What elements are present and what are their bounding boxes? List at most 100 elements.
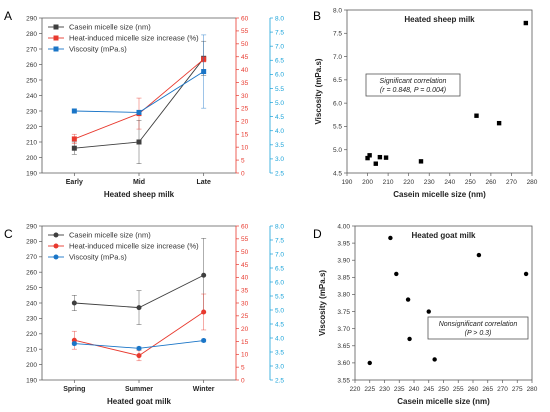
data-point bbox=[201, 272, 207, 278]
y1-tick-label: 190 bbox=[26, 170, 37, 177]
y-tick-label: 8.0 bbox=[333, 7, 342, 14]
y2-tick-label: 60 bbox=[241, 223, 249, 230]
x-tick-label: 210 bbox=[383, 179, 394, 186]
data-point bbox=[367, 360, 372, 366]
y2-tick-label: 30 bbox=[241, 300, 249, 307]
x-tick-label: 240 bbox=[444, 179, 455, 186]
legend-swatch-marker bbox=[53, 232, 59, 238]
y3-tick-label: 4.5 bbox=[275, 114, 284, 121]
y3-tick-label: 7.0 bbox=[275, 251, 284, 258]
data-point bbox=[71, 300, 77, 306]
x-tick-label: 275 bbox=[512, 386, 523, 393]
y3-tick-label: 3.5 bbox=[275, 349, 284, 356]
y1-tick-label: 220 bbox=[26, 331, 37, 338]
legend-label: Casein micelle size (nm) bbox=[69, 231, 151, 240]
y3-tick-label: 4.5 bbox=[275, 321, 284, 328]
plot-frame bbox=[346, 9, 533, 174]
y1-tick-label: 270 bbox=[26, 254, 37, 261]
y-tick-label: 3.60 bbox=[337, 360, 350, 367]
y2-tick-label: 20 bbox=[241, 326, 249, 333]
y3-tick-label: 3.5 bbox=[275, 142, 284, 149]
data-point bbox=[136, 353, 142, 359]
legend-label: Viscosity (mPa.s) bbox=[69, 253, 127, 262]
x-tick-label: 250 bbox=[465, 179, 476, 186]
y1-tick-label: 200 bbox=[26, 362, 37, 369]
data-point bbox=[201, 338, 207, 344]
x-tick-label: Spring bbox=[63, 386, 85, 393]
y1-tick-label: 240 bbox=[26, 300, 37, 307]
y2-tick-label: 35 bbox=[241, 287, 249, 294]
x-tick-label: 230 bbox=[379, 386, 390, 393]
y1-tick-label: 250 bbox=[26, 285, 37, 292]
data-point bbox=[201, 69, 207, 75]
annotation-text: (r = 0.848, P = 0.004) bbox=[380, 87, 446, 94]
y3-tick-label: 4.0 bbox=[275, 335, 284, 342]
panel-A: A 190 200 210 220 230 240 250 260 270 280 290 0 5 10 15… bbox=[4, 9, 284, 199]
y1-tick-label: 290 bbox=[26, 15, 37, 22]
y3-tick-label: 6.0 bbox=[275, 72, 284, 79]
y2-tick-label: 10 bbox=[241, 144, 249, 151]
data-point bbox=[394, 271, 399, 277]
x-tick-label: 250 bbox=[438, 386, 449, 393]
data-point bbox=[474, 113, 479, 118]
y1-tick-label: 210 bbox=[26, 139, 37, 146]
y3-tick-label: 6.5 bbox=[275, 58, 284, 65]
data-point bbox=[136, 139, 142, 145]
panel-letter: D bbox=[313, 227, 322, 241]
y3-tick-label: 5.0 bbox=[275, 100, 284, 107]
data-point bbox=[136, 305, 142, 311]
data-point bbox=[136, 109, 142, 115]
x-tick-label: 240 bbox=[409, 386, 420, 393]
y1-tick-label: 260 bbox=[26, 270, 37, 277]
y3-tick-label: 3.0 bbox=[275, 156, 284, 163]
y3-tick-label: 8.0 bbox=[275, 223, 284, 230]
y-tick-label: 4.00 bbox=[337, 223, 350, 230]
data-point bbox=[377, 154, 383, 160]
x-tick-label: Winter bbox=[193, 386, 215, 393]
y2-tick-label: 55 bbox=[241, 236, 249, 243]
y3-tick-label: 6.0 bbox=[275, 279, 284, 286]
y2-tick-label: 30 bbox=[241, 93, 249, 100]
x-tick-label: 270 bbox=[506, 179, 517, 186]
data-point bbox=[476, 252, 482, 258]
y-axis-title: Viscosity (mPa.s) bbox=[314, 58, 323, 124]
data-point bbox=[201, 309, 207, 315]
annotation-text: (P > 0.3) bbox=[465, 330, 492, 337]
legend-swatch-marker bbox=[53, 243, 59, 249]
y3-tick-label: 7.0 bbox=[275, 43, 284, 50]
x-tick-label: Early bbox=[66, 179, 83, 186]
data-point bbox=[432, 357, 437, 362]
y2-tick-label: 20 bbox=[241, 119, 249, 126]
chart-title: Heated sheep milk bbox=[404, 15, 475, 24]
y3-tick-label: 6.5 bbox=[275, 265, 284, 272]
x-tick-label: 235 bbox=[394, 386, 405, 393]
data-point bbox=[136, 345, 142, 351]
y3-tick-label: 4.0 bbox=[275, 128, 284, 135]
y-tick-label: 3.55 bbox=[337, 377, 350, 384]
legend-label: Heat-induced micelle size increase (%) bbox=[69, 34, 199, 43]
y2-tick-label: 45 bbox=[241, 54, 249, 61]
y2-tick-label: 5 bbox=[241, 157, 245, 164]
y-tick-label: 3.95 bbox=[337, 240, 350, 247]
data-point bbox=[426, 309, 431, 314]
data-point bbox=[71, 108, 77, 114]
x-tick-label: 260 bbox=[485, 179, 496, 186]
y-tick-label: 3.75 bbox=[337, 309, 350, 316]
panel-letter: C bbox=[4, 227, 13, 241]
y1-tick-label: 270 bbox=[26, 46, 37, 53]
y-tick-label: 3.65 bbox=[337, 343, 350, 350]
y-tick-label: 7.0 bbox=[333, 54, 342, 61]
y-tick-label: 5.5 bbox=[333, 124, 342, 131]
data-point bbox=[496, 120, 502, 126]
y2-tick-label: 15 bbox=[241, 339, 249, 346]
data-point bbox=[523, 271, 529, 277]
x-tick-label: 220 bbox=[350, 386, 361, 393]
x-tick-label: Summer bbox=[125, 386, 153, 393]
data-point bbox=[407, 336, 412, 342]
data-point bbox=[523, 20, 529, 26]
y3-tick-label: 3.0 bbox=[275, 363, 284, 370]
x-tick-label: Late bbox=[196, 179, 211, 186]
y1-tick-label: 190 bbox=[26, 377, 37, 384]
annotation-box bbox=[427, 316, 529, 340]
